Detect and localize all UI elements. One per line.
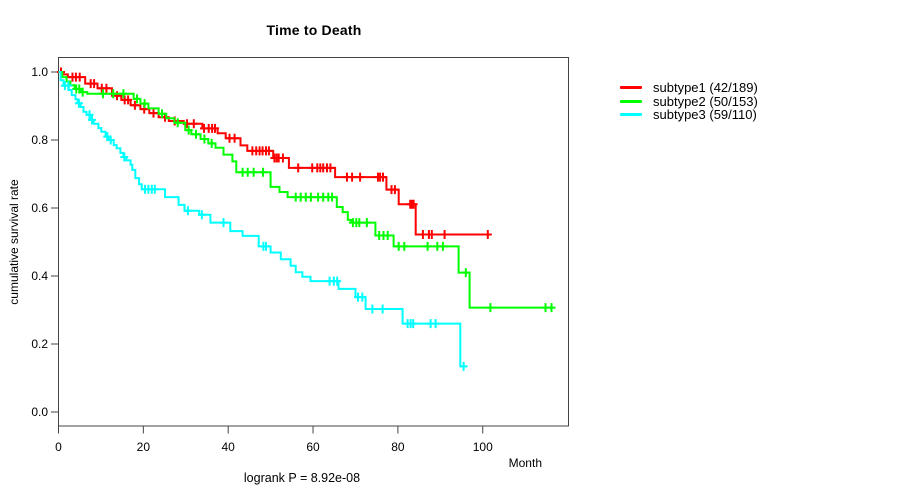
y-tick-label: 0.4 <box>31 269 48 283</box>
legend-line-subtype3 <box>620 113 642 117</box>
y-axis-tick-marks <box>51 71 59 413</box>
legend-item-subtype3: subtype3 (59/110) <box>620 107 758 123</box>
censor-marks-subtype2 <box>72 84 556 313</box>
logrank-p-annotation: logrank P = 8.92e-08 <box>243 471 361 485</box>
x-tick-label: 60 <box>306 440 320 454</box>
x-axis-tick-marks <box>58 426 484 434</box>
legend: subtype1 (42/189) subtype2 (50/153) subt… <box>620 80 758 123</box>
x-tick-label: 20 <box>136 440 151 454</box>
plot-frame <box>58 57 569 427</box>
legend-item-subtype1: subtype1 (42/189) <box>620 80 758 96</box>
legend-line-subtype1 <box>620 86 642 90</box>
x-axis-label: Month <box>508 456 542 470</box>
y-tick-label: 0.0 <box>31 405 48 419</box>
legend-item-subtype2: subtype2 (50/153) <box>620 93 758 109</box>
legend-label-subtype2: subtype2 (50/153) <box>653 93 758 109</box>
survival-curve-subtype2 <box>58 71 554 309</box>
chart-title: Time to Death <box>266 22 362 38</box>
y-tick-label: 1.0 <box>31 65 48 79</box>
x-tick-label: 40 <box>221 440 235 454</box>
y-tick-label: 0.8 <box>31 133 48 147</box>
legend-label-subtype3: subtype3 (59/110) <box>653 107 757 123</box>
legend-label-subtype1: subtype1 (42/189) <box>653 80 758 96</box>
y-tick-label: 0.6 <box>31 201 48 215</box>
y-axis-label-text: cumulative survival rate <box>7 179 21 305</box>
y-tick-label: 0.2 <box>31 337 48 351</box>
x-tick-label: 100 <box>472 440 493 454</box>
x-tick-label: 80 <box>391 440 405 454</box>
survival-curve-subtype3 <box>58 71 465 368</box>
censor-marks-subtype3 <box>60 81 468 371</box>
x-tick-label: 0 <box>55 440 62 454</box>
legend-line-subtype2 <box>620 99 642 103</box>
